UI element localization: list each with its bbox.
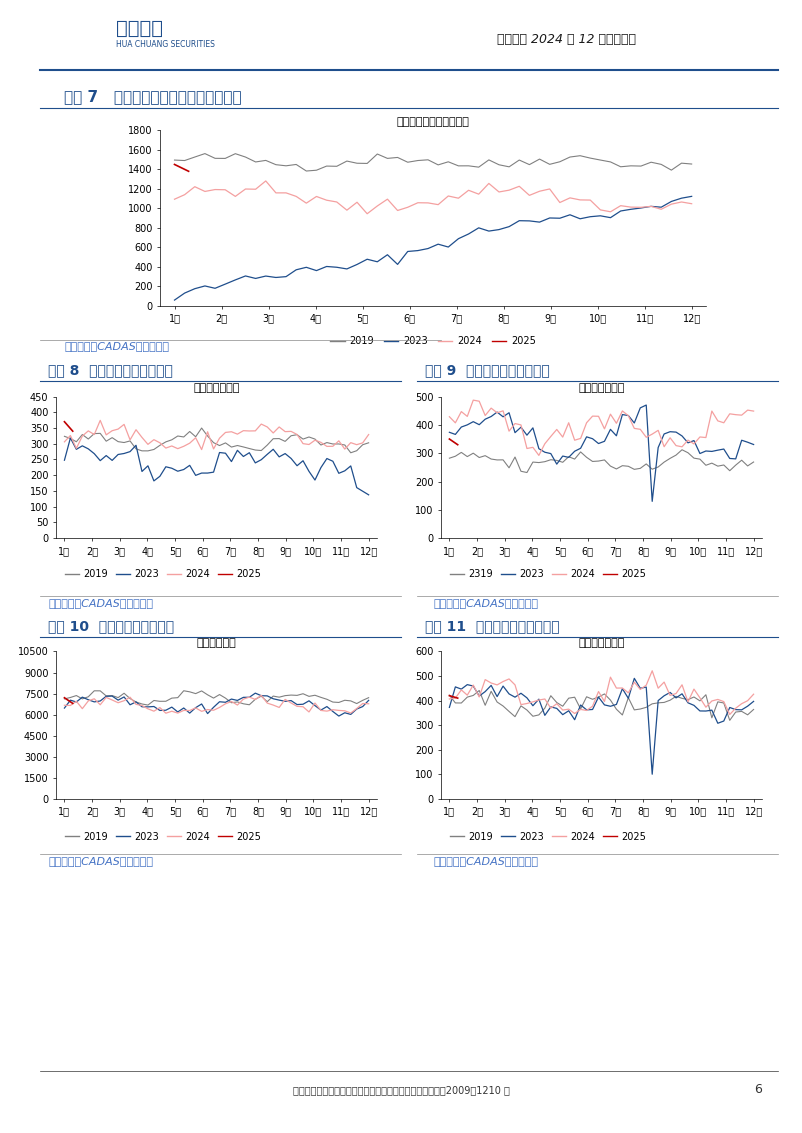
Text: 资料来源：CADAS，华创证券: 资料来源：CADAS，华创证券 — [433, 598, 538, 607]
Title: 三大航航班量: 三大航航班量 — [196, 638, 237, 648]
Text: 资料来源：CADAS，华创证券: 资料来源：CADAS，华创证券 — [433, 857, 538, 866]
Text: HUA CHUANG SECURITIES: HUA CHUANG SECURITIES — [116, 40, 215, 49]
Text: 证监会审核华创证券投资咨询业务资格批文号：证监许可（2009）1210 号: 证监会审核华创证券投资咨询业务资格批文号：证监许可（2009）1210 号 — [293, 1085, 509, 1094]
Text: 图表 11  吉祥航空航班量（班）: 图表 11 吉祥航空航班量（班） — [425, 620, 560, 633]
Text: 资料来源：CADAS，华创证券: 资料来源：CADAS，华创证券 — [48, 857, 153, 866]
Title: 华夏航空航班量: 华夏航空航班量 — [193, 383, 240, 393]
Legend: 2319, 2023, 2024, 2025: 2319, 2023, 2024, 2025 — [446, 565, 650, 582]
Text: 6: 6 — [754, 1083, 762, 1097]
Legend: 2019, 2023, 2024, 2025: 2019, 2023, 2024, 2025 — [61, 565, 265, 582]
Legend: 2019, 2023, 2024, 2025: 2019, 2023, 2024, 2025 — [326, 332, 540, 350]
Legend: 2019, 2023, 2024, 2025: 2019, 2023, 2024, 2025 — [446, 828, 650, 845]
Text: 图表 9  春秋航空航班量（班）: 图表 9 春秋航空航班量（班） — [425, 364, 550, 377]
Title: 国内航司国际执飞航班量: 国内航司国际执飞航班量 — [397, 117, 469, 127]
Text: 华创证券: 华创证券 — [116, 19, 164, 37]
Title: 吉祥航空航班量: 吉祥航空航班量 — [578, 638, 625, 648]
Text: 图表 8  华夏航空航班量（班）: 图表 8 华夏航空航班量（班） — [48, 364, 173, 377]
Title: 春秋航空航班量: 春秋航空航班量 — [578, 383, 625, 393]
Text: 资料来源：CADAS，华创证券: 资料来源：CADAS，华创证券 — [48, 598, 153, 607]
Text: 图表 7   国内航司国际执飞航班量（班）: 图表 7 国内航司国际执飞航班量（班） — [64, 88, 241, 104]
Legend: 2019, 2023, 2024, 2025: 2019, 2023, 2024, 2025 — [61, 828, 265, 845]
Text: 航空行业 2024 年 12 月数据点评: 航空行业 2024 年 12 月数据点评 — [497, 33, 636, 46]
Text: 图表 10  三大航航班量（班）: 图表 10 三大航航班量（班） — [48, 620, 174, 633]
Text: 资料来源：CADAS，华创证券: 资料来源：CADAS，华创证券 — [64, 341, 169, 350]
